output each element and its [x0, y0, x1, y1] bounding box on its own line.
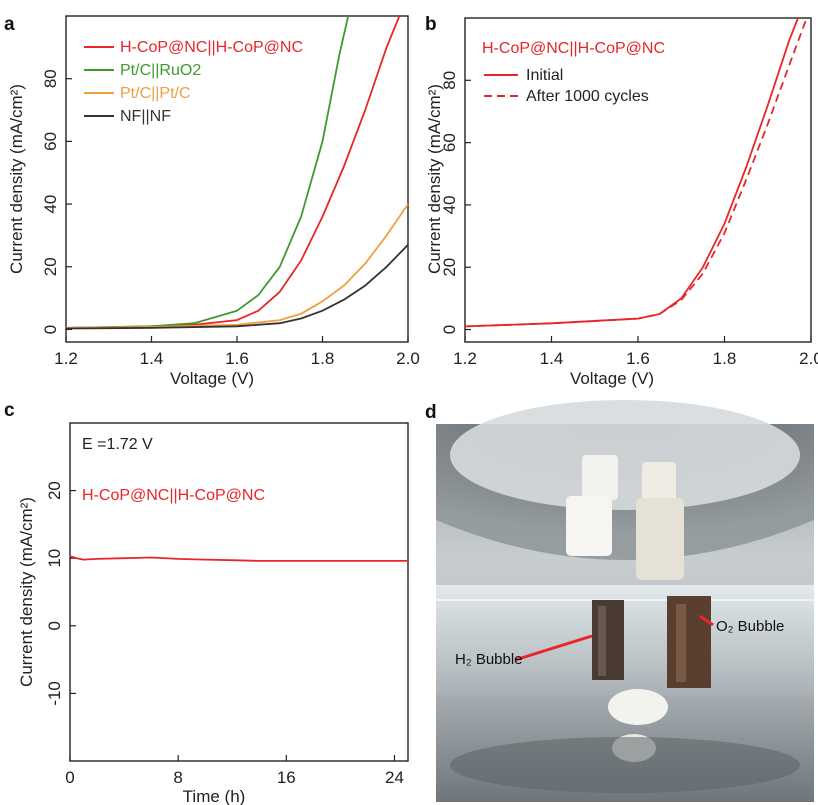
y-tick-label: -10 [45, 681, 64, 706]
panel-label-a: a [4, 14, 15, 35]
x-tick-label: 2.0 [799, 349, 818, 368]
legend-label: Pt/C||RuO2 [120, 62, 201, 79]
x-tick-label: 1.6 [225, 349, 249, 368]
y-tick-label: 60 [440, 133, 459, 152]
electrode-holder-right [636, 498, 684, 580]
panel-label-b: b [425, 14, 437, 35]
electrolyte [436, 585, 814, 695]
legend-label: Initial [526, 67, 563, 84]
x-tick-label: 1.4 [140, 349, 164, 368]
o2-bubble-label: O₂ Bubble [716, 618, 784, 635]
x-axis-label-a: Voltage (V) [170, 369, 254, 388]
chart-panel-c: -10 0 10 20 0 8 16 24 E =1.72 V H-CoP@NC||H-Co… [17, 422, 409, 805]
x-tick-label: 2.0 [396, 349, 420, 368]
y-tick-label: 80 [440, 71, 459, 90]
x-tick-label: 16 [277, 768, 296, 787]
chart-panel-b: 0 20 40 60 80 1.2 1.4 1.6 1.8 2.0 Initial After 1… [425, 17, 818, 388]
panel-label-d: d [425, 402, 437, 423]
x-axis-label-c: Time (h) [183, 787, 246, 805]
x-tick-label: 24 [385, 768, 404, 787]
y-tick-label: 10 [45, 549, 64, 568]
series-line-2 [65, 203, 409, 329]
series-line-1 [464, 17, 808, 328]
legend-label: After 1000 cycles [526, 88, 649, 105]
cell-lid [450, 400, 800, 510]
plot-frame-c [69, 422, 409, 762]
y-tick-label: 40 [41, 195, 60, 214]
electrode-holder-left-top [582, 455, 618, 500]
o2-arrow [699, 614, 714, 627]
potential-annotation: E =1.72 V [82, 436, 153, 453]
x-tick-label: 1.2 [54, 349, 78, 368]
series-line-0 [69, 555, 408, 562]
electrolysis-photo: H₂ Bubble O₂ Bubble [436, 400, 814, 802]
series-line-0 [464, 17, 799, 328]
stir-bar [608, 689, 668, 725]
y-tick-label: 0 [440, 325, 459, 334]
y-axis-label-c: Current density (mA/cm²) [17, 497, 36, 687]
y-tick-label: 0 [45, 621, 64, 630]
y-axis-label-a: Current density (mA/cm²) [7, 84, 26, 274]
panel-label-c: c [4, 400, 15, 421]
x-tick-label: 1.6 [626, 349, 650, 368]
x-tick-label: 8 [173, 768, 182, 787]
y-tick-label: 80 [41, 69, 60, 88]
chart-title-b: H-CoP@NC||H-CoP@NC [482, 40, 665, 57]
legend-label: Pt/C||Pt/C [120, 85, 191, 102]
chart-panel-a: 0 20 40 60 80 1.2 1.4 1.6 1.8 2.0 H-CoP@NC||H-Co… [7, 15, 420, 388]
x-tick-label: 0 [65, 768, 74, 787]
x-tick-label: 1.8 [311, 349, 335, 368]
chart-title-c: H-CoP@NC||H-CoP@NC [82, 487, 265, 504]
y-tick-label: 20 [45, 481, 64, 500]
legend-label: H-CoP@NC||H-CoP@NC [120, 39, 303, 56]
electrode-holder-right-top [642, 462, 676, 506]
y-axis-label-b: Current density (mA/cm²) [425, 84, 444, 274]
plot-frame-a [65, 15, 409, 343]
x-tick-label: 1.4 [540, 349, 564, 368]
x-tick-label: 1.2 [453, 349, 477, 368]
series-line-3 [65, 244, 409, 330]
y-tick-label: 0 [41, 325, 60, 334]
cathode-texture [598, 606, 606, 676]
anode-electrode [667, 596, 711, 688]
cathode-electrode [592, 600, 624, 680]
h2-arrow [514, 634, 593, 662]
x-axis-label-b: Voltage (V) [570, 369, 654, 388]
cell-bottom [450, 737, 800, 793]
series-line-0 [65, 15, 401, 329]
x-tick-label: 1.8 [713, 349, 737, 368]
y-tick-label: 20 [440, 258, 459, 277]
series-line-1 [65, 15, 350, 329]
legend-label: NF||NF [120, 108, 171, 125]
y-tick-label: 40 [440, 195, 459, 214]
y-tick-label: 60 [41, 132, 60, 151]
anode-texture [676, 604, 686, 682]
y-tick-label: 20 [41, 257, 60, 276]
electrode-holder-left [566, 496, 612, 556]
h2-bubble-label: H₂ Bubble [455, 651, 523, 668]
plot-frame-b [464, 17, 812, 343]
